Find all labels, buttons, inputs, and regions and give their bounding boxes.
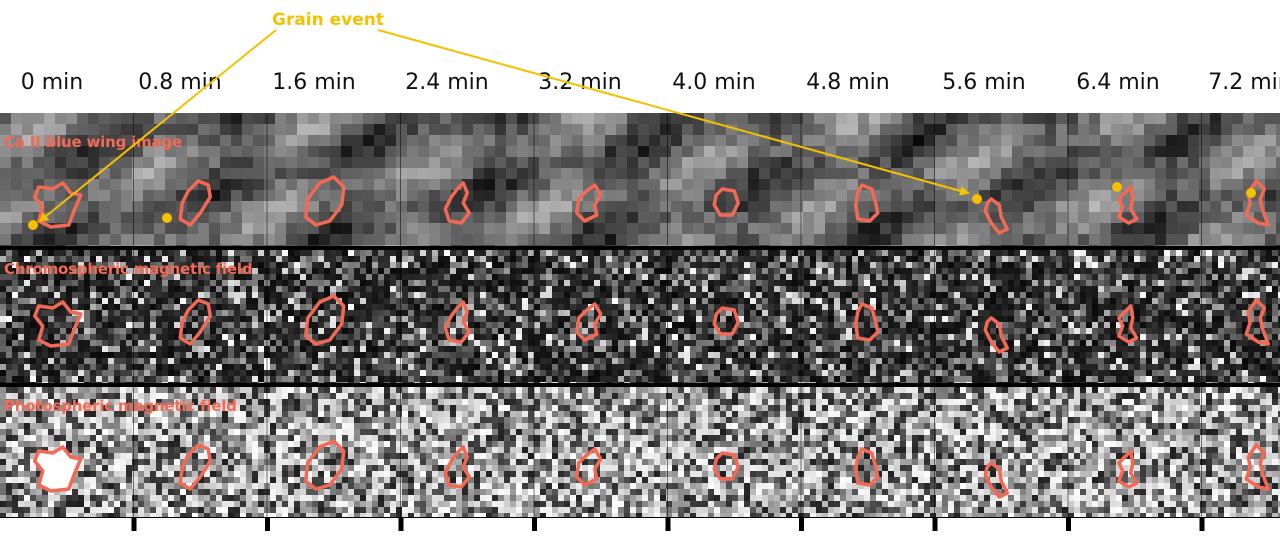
contour-outline <box>33 445 83 493</box>
axis-tick <box>932 517 938 531</box>
axis-tick <box>532 517 537 531</box>
contour-outline <box>1117 304 1139 344</box>
bottom-axis <box>0 517 1280 531</box>
axis-tick <box>665 517 671 531</box>
contour-outline <box>304 175 346 227</box>
pixel-texture <box>0 113 1280 246</box>
time-label: 0 min <box>20 70 84 95</box>
photospheric-field-strip <box>0 387 1280 517</box>
axis-tick <box>265 517 270 531</box>
panel-ca-ii-blue-wing: Ca II blue wing image <box>0 113 1280 246</box>
axis-tick <box>1199 517 1205 531</box>
panel-stack: Ca II blue wing image Chromospheric magn… <box>0 113 1280 517</box>
chromospheric-field-strip <box>0 250 1280 383</box>
ca-ii-image-strip <box>0 113 1280 246</box>
contour-outline <box>443 445 471 489</box>
contour-outline <box>1117 185 1139 225</box>
panel-photospheric-field: Photospheric magnetic field <box>0 387 1280 517</box>
contour-outline <box>983 461 1009 499</box>
contour-outline <box>854 447 880 487</box>
contour-outline <box>712 306 740 336</box>
contour-outline <box>1244 179 1270 227</box>
pixel-texture <box>0 387 1280 517</box>
time-label: 1.6 min <box>272 70 356 95</box>
grain-event-label: Grain event <box>272 10 385 30</box>
time-label: 3.2 min <box>538 70 622 95</box>
time-label: 0.8 min <box>138 70 222 95</box>
contour-outline <box>33 300 83 348</box>
contour-outline <box>443 300 471 344</box>
contour-outline <box>178 443 212 491</box>
axis-tick <box>131 517 137 531</box>
contour-outline <box>304 439 346 491</box>
panel-chromospheric-field: Chromospheric magnetic field <box>0 250 1280 383</box>
time-label: 4.0 min <box>672 70 756 95</box>
time-label: 4.8 min <box>806 70 890 95</box>
time-label: 5.6 min <box>942 70 1026 95</box>
row-label-chromospheric: Chromospheric magnetic field <box>4 260 253 278</box>
row-label-photospheric: Photospheric magnetic field <box>4 397 237 415</box>
contour-outline <box>983 316 1009 354</box>
time-label: 7.2 min <box>1208 70 1280 95</box>
contour-outline <box>178 298 212 346</box>
contour-outline <box>712 451 740 481</box>
row-label-ca-ii: Ca II blue wing image <box>4 133 182 151</box>
axis-tick <box>799 517 804 531</box>
contour-outline <box>854 302 880 342</box>
contour-outline <box>575 302 603 342</box>
contour-outline <box>304 294 346 346</box>
contour-outline <box>1244 443 1270 491</box>
contour-outline <box>1117 449 1139 489</box>
contour-outline <box>575 447 603 487</box>
contour-outline <box>983 197 1009 235</box>
time-label: 6.4 min <box>1076 70 1160 95</box>
contour-outline <box>1244 298 1270 346</box>
axis-tick <box>1066 517 1071 531</box>
time-label: 2.4 min <box>405 70 489 95</box>
axis-tick <box>398 517 404 531</box>
pixel-texture <box>0 250 1280 383</box>
